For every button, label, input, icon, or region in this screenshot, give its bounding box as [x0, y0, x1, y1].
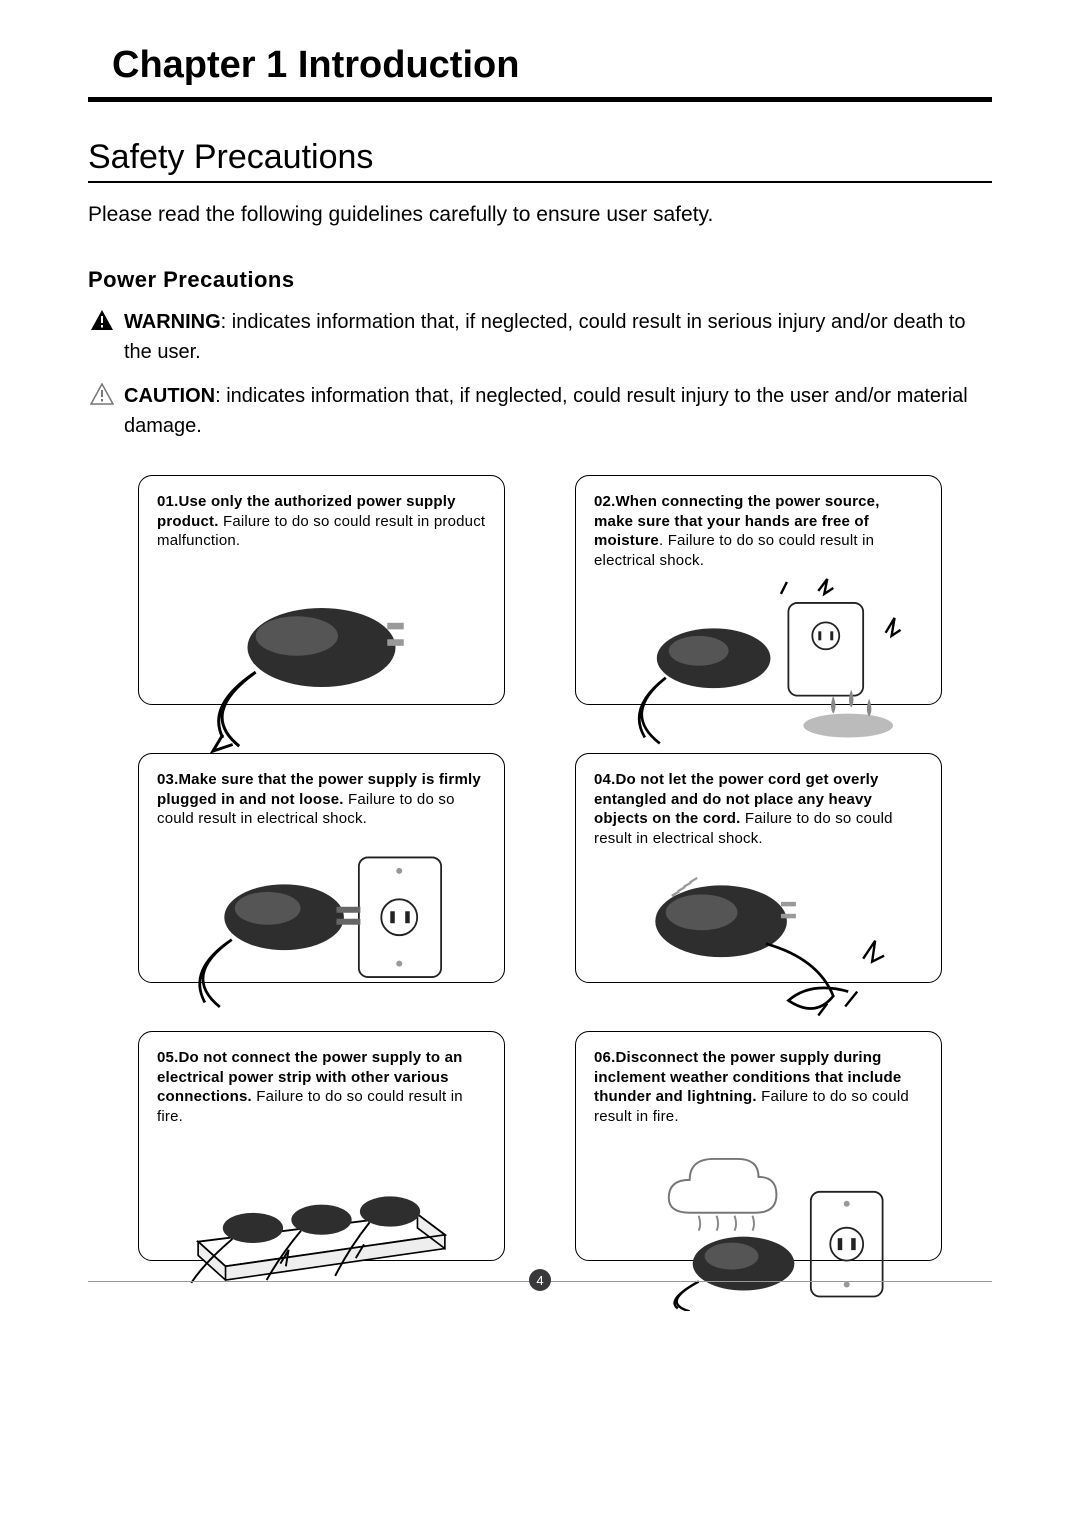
precaution-card-05: 05.Do not connect the power supply to an… [138, 1031, 505, 1261]
page-number-badge: 4 [529, 1269, 551, 1291]
card-text: 01.Use only the authorized power supply … [157, 492, 486, 551]
card-num: 04. [594, 771, 615, 788]
warning-body: : indicates information that, if neglect… [124, 311, 966, 363]
adapter-tangle-illustration [594, 854, 923, 1033]
card-text: 03.Make sure that the power supply is fi… [157, 770, 486, 829]
precaution-card-04: 04.Do not let the power cord get overly … [575, 753, 942, 983]
card-num: 02. [594, 493, 615, 510]
card-num: 05. [157, 1049, 178, 1066]
power-precautions-heading: Power Precautions [88, 267, 992, 293]
caution-notice: CAUTION: indicates information that, if … [88, 381, 992, 441]
precaution-grid: 01.Use only the authorized power supply … [88, 455, 992, 1261]
adapter-storm-illustration [594, 1132, 923, 1311]
warning-label: WARNING [124, 311, 221, 333]
adapter-outlet-illustration [157, 835, 486, 1014]
card-num: 06. [594, 1049, 615, 1066]
card-num: 03. [157, 771, 178, 788]
section-title: Safety Precautions [88, 138, 992, 183]
caution-body: : indicates information that, if neglect… [124, 385, 968, 437]
precaution-card-01: 01.Use only the authorized power supply … [138, 475, 505, 705]
card-text: 02.When connecting the power source, mak… [594, 492, 923, 570]
power-strip-illustration [157, 1132, 486, 1297]
warning-text: WARNING: indicates information that, if … [124, 307, 992, 367]
card-text: 04.Do not let the power cord get overly … [594, 770, 923, 848]
precaution-card-03: 03.Make sure that the power supply is fi… [138, 753, 505, 983]
intro-paragraph: Please read the following guidelines car… [88, 203, 992, 227]
caution-triangle-icon [90, 383, 114, 405]
precaution-card-02: 02.When connecting the power source, mak… [575, 475, 942, 705]
card-text: 06.Disconnect the power supply during in… [594, 1048, 923, 1126]
warning-notice: WARNING: indicates information that, if … [88, 307, 992, 367]
caution-text: CAUTION: indicates information that, if … [124, 381, 992, 441]
adapter-water-illustration [594, 576, 923, 755]
adapter-plain-illustration [157, 557, 486, 754]
warning-triangle-icon [90, 309, 114, 331]
chapter-title: Chapter 1 Introduction [88, 44, 992, 102]
card-num: 01. [157, 493, 178, 510]
precaution-card-06: 06.Disconnect the power supply during in… [575, 1031, 942, 1261]
caution-label: CAUTION [124, 385, 215, 407]
card-text: 05.Do not connect the power supply to an… [157, 1048, 486, 1126]
